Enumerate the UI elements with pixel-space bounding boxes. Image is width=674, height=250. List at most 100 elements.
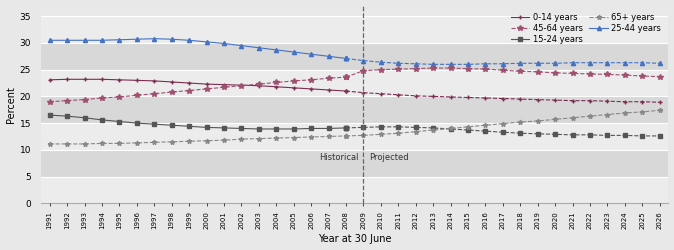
Bar: [41, 70, 669, 96]
0-14 years: [342, 90, 350, 92]
45-64 years: [272, 81, 280, 84]
65+ years: [237, 138, 245, 141]
65+ years: [324, 135, 332, 138]
0-14 years: [185, 82, 193, 84]
25-44 years: [307, 53, 315, 56]
45-64 years: [185, 89, 193, 92]
65+ years: [255, 137, 263, 140]
15-24 years: [272, 128, 280, 130]
Bar: [41, 43, 669, 70]
0-14 years: [80, 78, 88, 81]
45-64 years: [150, 92, 158, 95]
25-44 years: [98, 39, 106, 42]
0-14 years: [168, 80, 176, 84]
25-44 years: [185, 39, 193, 42]
45-64 years: [168, 90, 176, 94]
15-24 years: [290, 128, 298, 130]
45-64 years: [307, 78, 315, 81]
25-44 years: [46, 39, 54, 42]
65+ years: [63, 142, 71, 146]
45-64 years: [342, 76, 350, 79]
45-64 years: [63, 99, 71, 102]
15-24 years: [255, 128, 263, 130]
65+ years: [220, 139, 228, 142]
0-14 years: [150, 80, 158, 82]
65+ years: [342, 134, 350, 138]
45-64 years: [46, 100, 54, 103]
15-24 years: [342, 126, 350, 130]
65+ years: [290, 136, 298, 139]
25-44 years: [80, 39, 88, 42]
25-44 years: [202, 40, 210, 43]
15-24 years: [342, 126, 350, 130]
15-24 years: [307, 127, 315, 130]
25-44 years: [237, 44, 245, 47]
Bar: [41, 176, 669, 203]
0-14 years: [342, 90, 350, 92]
15-24 years: [115, 120, 123, 123]
25-44 years: [168, 38, 176, 41]
0-14 years: [324, 88, 332, 92]
65+ years: [115, 142, 123, 145]
15-24 years: [46, 114, 54, 116]
15-24 years: [237, 127, 245, 130]
25-44 years: [324, 55, 332, 58]
25-44 years: [150, 37, 158, 40]
15-24 years: [220, 126, 228, 130]
15-24 years: [80, 116, 88, 119]
25-44 years: [63, 39, 71, 42]
0-14 years: [220, 83, 228, 86]
45-64 years: [80, 98, 88, 101]
65+ years: [307, 136, 315, 138]
15-24 years: [202, 126, 210, 129]
65+ years: [202, 139, 210, 142]
65+ years: [46, 142, 54, 146]
X-axis label: Year at 30 June: Year at 30 June: [318, 234, 392, 244]
25-44 years: [290, 50, 298, 53]
65+ years: [272, 136, 280, 140]
15-24 years: [98, 118, 106, 122]
45-64 years: [255, 82, 263, 86]
25-44 years: [342, 57, 350, 60]
0-14 years: [237, 84, 245, 87]
15-24 years: [168, 124, 176, 127]
0-14 years: [290, 86, 298, 89]
0-14 years: [98, 78, 106, 81]
45-64 years: [115, 96, 123, 98]
Line: 0-14 years: 0-14 years: [47, 77, 348, 94]
65+ years: [98, 142, 106, 145]
0-14 years: [63, 78, 71, 81]
15-24 years: [63, 115, 71, 118]
65+ years: [80, 142, 88, 146]
Line: 45-64 years: 45-64 years: [47, 74, 348, 104]
0-14 years: [272, 85, 280, 88]
65+ years: [150, 141, 158, 144]
65+ years: [168, 140, 176, 143]
Text: Projected: Projected: [369, 153, 408, 162]
Legend: 0-14 years, 45-64 years, 15-24 years, 65+ years, 25-44 years: 0-14 years, 45-64 years, 15-24 years, 65…: [508, 10, 665, 48]
0-14 years: [115, 78, 123, 81]
45-64 years: [290, 80, 298, 82]
25-44 years: [272, 48, 280, 51]
25-44 years: [133, 38, 141, 41]
0-14 years: [46, 78, 54, 81]
25-44 years: [115, 38, 123, 41]
65+ years: [133, 141, 141, 144]
Line: 15-24 years: 15-24 years: [48, 113, 348, 131]
Line: 25-44 years: 25-44 years: [48, 36, 348, 60]
Y-axis label: Percent: Percent: [5, 86, 16, 123]
15-24 years: [185, 125, 193, 128]
25-44 years: [220, 42, 228, 45]
0-14 years: [307, 88, 315, 90]
0-14 years: [202, 82, 210, 86]
45-64 years: [133, 94, 141, 97]
65+ years: [342, 134, 350, 138]
45-64 years: [324, 77, 332, 80]
45-64 years: [98, 96, 106, 100]
0-14 years: [255, 84, 263, 87]
25-44 years: [255, 46, 263, 49]
45-64 years: [237, 84, 245, 87]
25-44 years: [342, 57, 350, 60]
Bar: [41, 150, 669, 176]
Bar: [41, 123, 669, 150]
